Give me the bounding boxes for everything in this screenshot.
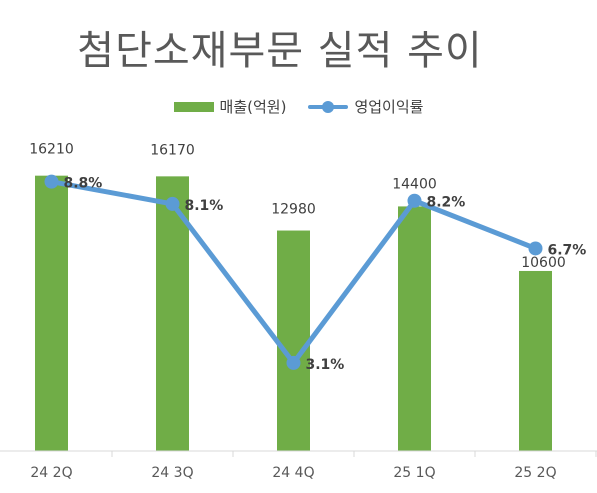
x-tick-label-4: 25 2Q bbox=[514, 465, 556, 481]
chart-title: 첨단소재부문 실적 추이 bbox=[77, 28, 483, 74]
margin-marker-2 bbox=[286, 355, 301, 370]
x-tick-label-0: 24 2Q bbox=[30, 465, 72, 481]
legend: 매출(억원) 영업이익률 bbox=[0, 96, 597, 117]
margin-marker-3 bbox=[407, 193, 422, 208]
margin-label-4: 6.7% bbox=[548, 242, 587, 258]
margin-label-2: 3.1% bbox=[306, 357, 345, 373]
x-tick-label-1: 24 3Q bbox=[151, 465, 193, 481]
margin-label-3: 8.2% bbox=[427, 195, 466, 211]
legend-label-sales: 매출(억원) bbox=[219, 98, 287, 116]
pct-labels-layer: 8.8% 8.1% 3.1% 8.2% 6.7% bbox=[64, 176, 587, 373]
legend-item-sales: 매출(억원) bbox=[173, 96, 287, 117]
margin-marker-0 bbox=[44, 174, 59, 189]
x-tick-label-3: 25 1Q bbox=[393, 465, 435, 481]
bar-values-layer: 16210 16170 12980 14400 10600 bbox=[29, 142, 566, 271]
x-labels-layer: 24 2Q 24 3Q 24 4Q 25 1Q 25 2Q bbox=[30, 465, 556, 481]
bar-2 bbox=[277, 230, 310, 451]
bar-3 bbox=[398, 206, 431, 451]
legend-swatch-sales bbox=[173, 101, 214, 112]
bar-value-label-0: 16210 bbox=[29, 142, 74, 158]
margin-label-0: 8.8% bbox=[64, 176, 103, 192]
bar-value-label-4: 10600 bbox=[521, 255, 566, 271]
margin-marker-1 bbox=[165, 196, 180, 211]
margin-marker-4 bbox=[528, 241, 543, 256]
bar-0 bbox=[35, 175, 68, 451]
markers-layer bbox=[44, 174, 543, 370]
legend-label-margin: 영업이익률 bbox=[354, 98, 424, 116]
legend-item-margin: 영업이익률 bbox=[308, 96, 423, 117]
x-ticks-layer bbox=[111, 451, 597, 457]
legend-swatch-margin bbox=[308, 100, 349, 113]
x-tick-label-2: 24 4Q bbox=[272, 465, 314, 481]
bar-value-label-3: 14400 bbox=[392, 176, 437, 192]
bar-4 bbox=[519, 270, 552, 451]
bar-value-label-1: 16170 bbox=[150, 142, 195, 158]
bar-value-label-2: 12980 bbox=[271, 202, 316, 218]
margin-label-1: 8.1% bbox=[185, 198, 224, 214]
